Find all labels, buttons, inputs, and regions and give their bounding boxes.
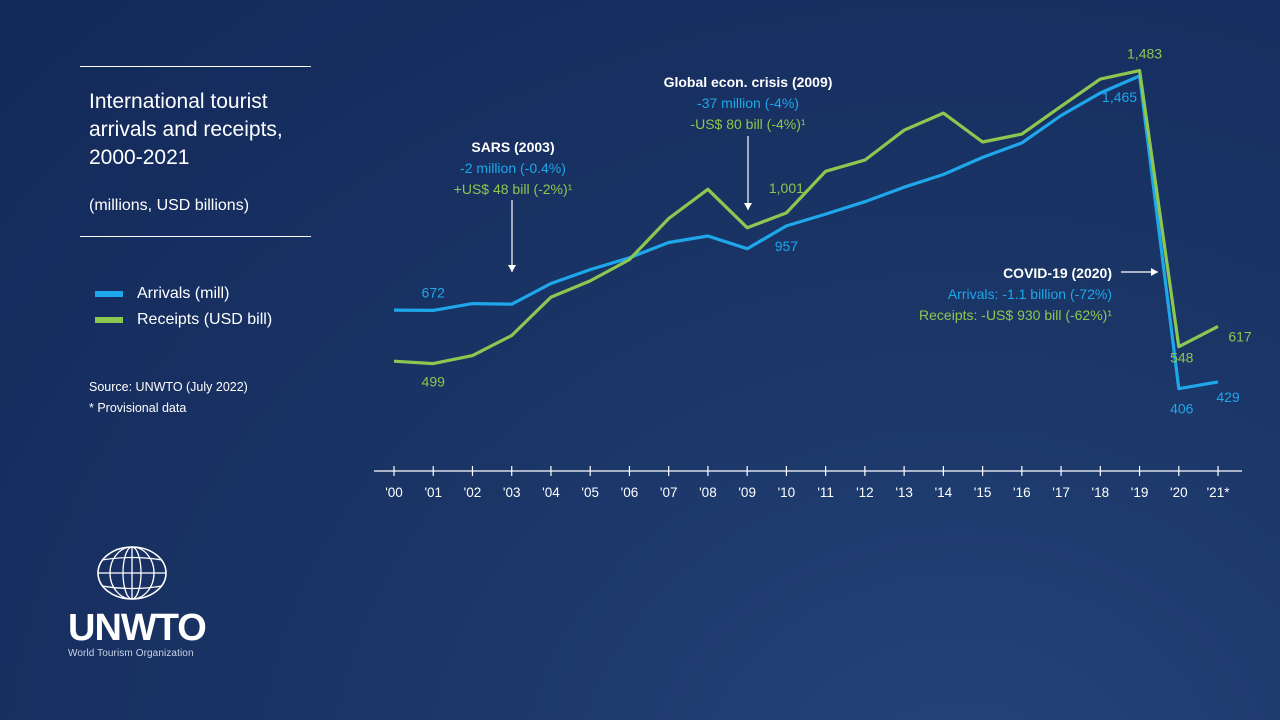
- x-tick-label: '19: [1131, 485, 1149, 500]
- unwto-logo: UNWTO World Tourism Organization: [68, 545, 207, 659]
- legend-item-arrivals: Arrivals (mill): [95, 281, 272, 307]
- sars-arrow-head: [508, 265, 516, 272]
- data-label: 1,465: [1102, 89, 1137, 105]
- data-label: 1,001: [769, 180, 804, 196]
- logo-wordmark: UNWTO: [68, 607, 207, 649]
- x-tick-label: '08: [699, 485, 717, 500]
- x-tick-label: '02: [464, 485, 482, 500]
- x-tick-label: '00: [385, 485, 403, 500]
- legend-swatch-receipts: [95, 317, 123, 323]
- x-tick-label: '07: [660, 485, 678, 500]
- annotation-arrivals: -37 million (-4%): [697, 95, 799, 111]
- x-tick-label: '18: [1092, 485, 1110, 500]
- legend-item-receipts: Receipts (USD bill): [95, 307, 272, 333]
- x-tick-label: '20: [1170, 485, 1188, 500]
- covid-arrow-head: [1151, 268, 1158, 276]
- data-label: 672: [422, 284, 446, 300]
- globe-icon: [97, 546, 167, 600]
- x-tick-label: '05: [581, 485, 599, 500]
- x-tick-label: '11: [817, 485, 834, 500]
- data-label: 957: [775, 238, 799, 254]
- x-tick-label: '16: [1013, 485, 1031, 500]
- source-note: Source: UNWTO (July 2022) * Provisional …: [89, 377, 248, 419]
- x-tick-label: '09: [738, 485, 756, 500]
- data-label: 406: [1170, 401, 1194, 417]
- legend-label-receipts: Receipts (USD bill): [137, 311, 273, 328]
- legend-swatch-arrivals: [95, 291, 123, 297]
- source-line: Source: UNWTO (July 2022): [89, 380, 248, 394]
- x-tick-label: '13: [895, 485, 913, 500]
- x-tick-label: '06: [621, 485, 639, 500]
- x-tick-label: '03: [503, 485, 521, 500]
- legend: Arrivals (mill) Receipts (USD bill): [95, 281, 272, 333]
- annotation-arrivals: Arrivals: -1.1 billion (-72%): [948, 286, 1112, 302]
- x-tick-label: '12: [856, 485, 874, 500]
- x-tick-label: '10: [778, 485, 796, 500]
- x-tick-label: '14: [935, 485, 953, 500]
- annotation-receipts: -US$ 80 bill (-4%)¹: [690, 116, 805, 132]
- annotation-receipts: +US$ 48 bill (-2%)¹: [454, 181, 573, 197]
- legend-label-arrivals: Arrivals (mill): [137, 285, 230, 302]
- x-tick-label: '15: [974, 485, 992, 500]
- bottom-rule: [80, 236, 311, 237]
- annotation-title: COVID-19 (2020): [1003, 265, 1112, 281]
- x-tick-label: '04: [542, 485, 560, 500]
- annotation-arrivals: -2 million (-0.4%): [460, 160, 566, 176]
- logo-subtitle: World Tourism Organization: [68, 648, 194, 659]
- top-rule: [80, 66, 311, 67]
- arrivals-series-line: [393, 74, 1219, 391]
- provisional-note: * Provisional data: [89, 401, 187, 415]
- annotation-receipts: Receipts: -US$ 930 bill (-62%)¹: [919, 307, 1112, 323]
- annotation-title: SARS (2003): [471, 139, 554, 155]
- data-label: 499: [422, 374, 446, 390]
- data-label: 548: [1170, 350, 1194, 366]
- x-tick-label: '17: [1052, 485, 1070, 500]
- data-label: 617: [1228, 328, 1252, 344]
- chart-subtitle: (millions, USD billions): [89, 197, 250, 214]
- annotation-title: Global econ. crisis (2009): [664, 74, 833, 90]
- crisis-arrow-head: [744, 203, 752, 210]
- receipts-series-line: [393, 68, 1219, 366]
- x-tick-label: '21*: [1207, 485, 1231, 500]
- data-label: 1,483: [1127, 46, 1162, 62]
- x-tick-label: '01: [424, 485, 442, 500]
- data-label: 429: [1216, 389, 1240, 405]
- chart-title: International tourist arrivals and recei…: [89, 90, 283, 169]
